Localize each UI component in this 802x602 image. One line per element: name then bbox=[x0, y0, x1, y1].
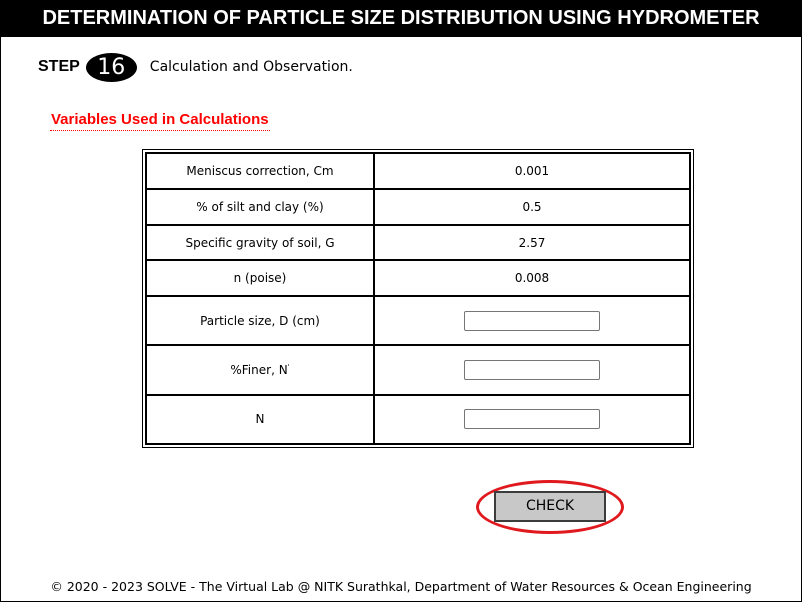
percent-finer-cell bbox=[375, 346, 691, 396]
variable-label: Meniscus correction, Cm bbox=[147, 154, 375, 190]
footer-copyright: © 2020 - 2023 SOLVE - The Virtual Lab @ … bbox=[50, 579, 752, 594]
table-row: Meniscus correction, Cm 0.001 bbox=[147, 154, 691, 190]
n-label: N bbox=[147, 395, 375, 445]
check-highlight-ring bbox=[476, 480, 624, 534]
table-row: Particle size, D (cm) bbox=[147, 297, 691, 347]
table-row: n (poise) 0.008 bbox=[147, 261, 691, 298]
particle-size-input[interactable] bbox=[464, 310, 600, 331]
table-row: % of silt and clay (%) 0.5 bbox=[147, 189, 691, 226]
percent-finer-input[interactable] bbox=[464, 360, 600, 381]
n-input[interactable] bbox=[464, 409, 600, 430]
particle-size-cell bbox=[375, 297, 691, 347]
variables-table: Meniscus correction, Cm 0.001 % of silt … bbox=[145, 152, 691, 445]
variable-value: 0.001 bbox=[375, 154, 691, 190]
variables-heading: Variables Used in Calculations bbox=[50, 111, 270, 131]
step-indicator: STEP 16 Calculation and Observation. bbox=[38, 52, 353, 82]
percent-finer-label: %Finer, N bbox=[230, 363, 288, 378]
variable-value: 2.57 bbox=[375, 225, 691, 262]
table-row: N bbox=[147, 395, 691, 445]
variable-label: n (poise) bbox=[147, 261, 375, 298]
percent-finer-prime: ' bbox=[287, 363, 290, 372]
check-button[interactable]: CHECK bbox=[494, 491, 606, 522]
variable-label: % of silt and clay (%) bbox=[147, 189, 375, 226]
variable-value: 0.008 bbox=[375, 261, 691, 298]
particle-size-label: Particle size, D (cm) bbox=[147, 297, 375, 347]
variable-value: 0.5 bbox=[375, 189, 691, 226]
step-label: STEP bbox=[38, 58, 80, 75]
page-title: DETERMINATION OF PARTICLE SIZE DISTRIBUT… bbox=[0, 0, 802, 37]
percent-finer-label-cell: %Finer, N' bbox=[147, 346, 375, 396]
n-cell bbox=[375, 395, 691, 445]
step-number-badge: 16 bbox=[85, 52, 137, 82]
table-row: Specific gravity of soil, G 2.57 bbox=[147, 225, 691, 262]
table-row: %Finer, N' bbox=[147, 346, 691, 396]
variables-table-frame: Meniscus correction, Cm 0.001 % of silt … bbox=[142, 149, 694, 448]
step-description: Calculation and Observation. bbox=[149, 59, 353, 75]
variable-label: Specific gravity of soil, G bbox=[147, 225, 375, 262]
